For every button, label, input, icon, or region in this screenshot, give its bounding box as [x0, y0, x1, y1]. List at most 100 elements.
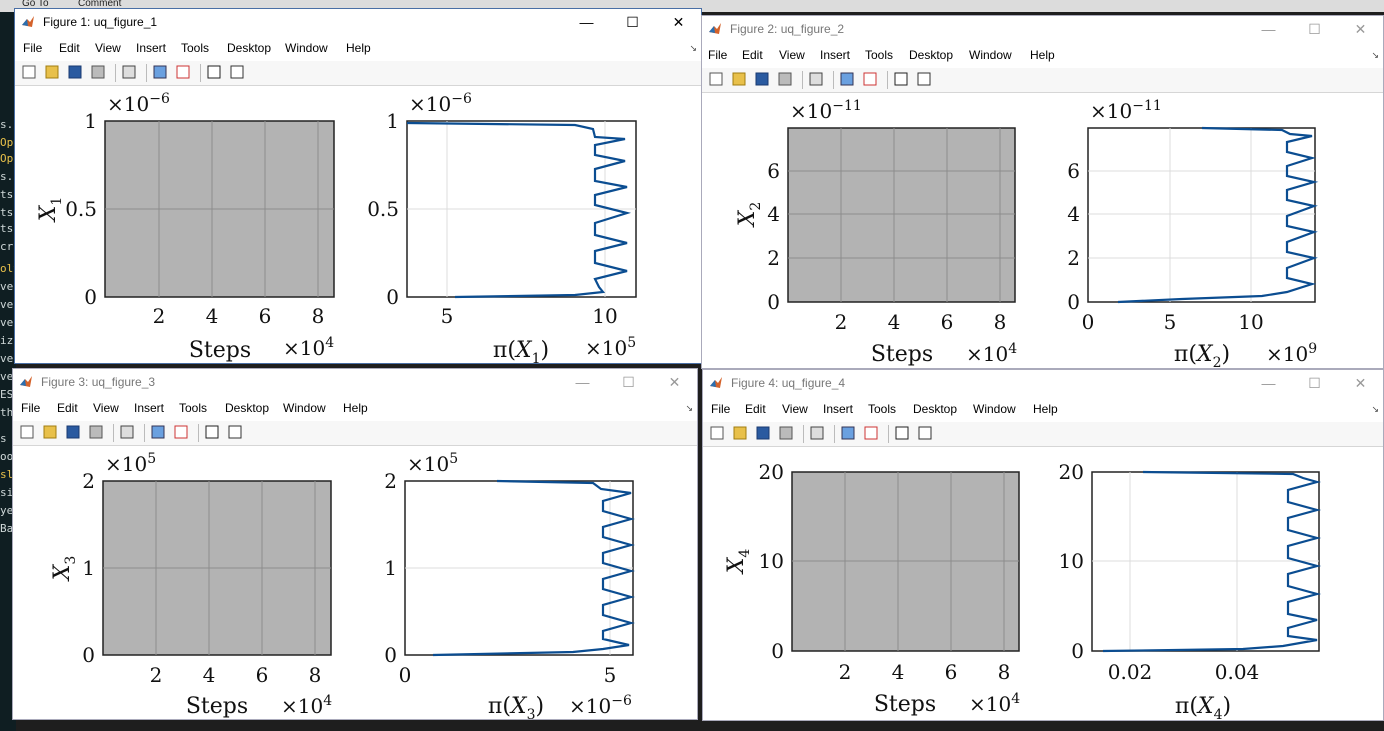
menu-tools[interactable]: Tools — [181, 41, 210, 55]
menu-help[interactable]: Help — [1033, 402, 1058, 416]
save-icon[interactable] — [754, 71, 770, 87]
close-button[interactable]: ✕ — [672, 14, 685, 30]
minimize-button[interactable]: — — [1261, 375, 1276, 391]
link-plot-icon[interactable] — [808, 71, 824, 87]
open-file-icon[interactable] — [732, 425, 748, 441]
trace-ylabel: X3 — [50, 556, 79, 583]
menu-view[interactable]: View — [779, 48, 805, 62]
legend-icon[interactable] — [863, 425, 879, 441]
maximize-button[interactable]: ☐ — [622, 374, 635, 390]
menu-window[interactable]: Window — [285, 41, 328, 55]
colorbar-icon[interactable] — [839, 71, 855, 87]
dock-arrow-icon[interactable]: ↘ — [689, 43, 697, 53]
toolbar-separator — [115, 64, 116, 82]
dock-arrow-icon[interactable]: ↘ — [1371, 50, 1379, 60]
menu-edit[interactable]: Edit — [59, 41, 80, 55]
link-plot-icon[interactable] — [119, 424, 135, 440]
menu-tools[interactable]: Tools — [868, 402, 897, 416]
menu-window[interactable]: Window — [969, 48, 1012, 62]
figure-window-1[interactable]: Figure 1: uq_figure_1 — ☐ ✕ File Edit Vi… — [14, 8, 702, 364]
title-bar[interactable]: Figure 3: uq_figure_3 — ☐ ✕ — [13, 369, 697, 395]
new-figure-icon[interactable] — [708, 71, 724, 87]
menu-insert[interactable]: Insert — [820, 48, 851, 62]
save-icon[interactable] — [755, 425, 771, 441]
trace-x-exponent: ×104 — [283, 335, 334, 360]
figure-window-4[interactable]: Figure 4: uq_figure_4 — ☐ ✕ File Edit Vi… — [702, 369, 1384, 721]
close-button[interactable]: ✕ — [1354, 375, 1367, 391]
menu-help[interactable]: Help — [1030, 48, 1055, 62]
menu-tools[interactable]: Tools — [179, 401, 208, 415]
menu-desktop[interactable]: Desktop — [909, 48, 954, 62]
property-inspector-icon[interactable] — [227, 424, 243, 440]
title-bar[interactable]: Figure 1: uq_figure_1 — ☐ ✕ — [15, 9, 701, 35]
colorbar-icon[interactable] — [152, 64, 168, 80]
maximize-button[interactable]: ☐ — [626, 14, 639, 30]
pointer-icon[interactable] — [894, 425, 910, 441]
maximize-button[interactable]: ☐ — [1308, 375, 1321, 391]
open-file-icon[interactable] — [731, 71, 747, 87]
pointer-icon[interactable] — [893, 71, 909, 87]
menu-tools[interactable]: Tools — [865, 48, 894, 62]
minimize-button[interactable]: — — [1261, 21, 1276, 37]
menu-window[interactable]: Window — [973, 402, 1016, 416]
menu-file[interactable]: File — [23, 41, 43, 55]
menu-view[interactable]: View — [95, 41, 121, 55]
print-icon[interactable] — [88, 424, 104, 440]
save-icon[interactable] — [67, 64, 83, 80]
new-figure-icon[interactable] — [19, 424, 35, 440]
legend-icon[interactable] — [862, 71, 878, 87]
close-button[interactable]: ✕ — [668, 374, 681, 390]
legend-icon[interactable] — [173, 424, 189, 440]
close-button[interactable]: ✕ — [1354, 21, 1367, 37]
hist-xtick: 0 — [399, 663, 412, 687]
trace-ytick: 6 — [767, 159, 780, 183]
new-figure-icon[interactable] — [709, 425, 725, 441]
menu-insert[interactable]: Insert — [134, 401, 165, 415]
pointer-icon[interactable] — [204, 424, 220, 440]
title-bar[interactable]: Figure 2: uq_figure_2 — ☐ ✕ — [702, 16, 1383, 42]
background-code-line: sl — [0, 468, 14, 480]
menu-edit[interactable]: Edit — [57, 401, 78, 415]
print-icon[interactable] — [90, 64, 106, 80]
print-icon[interactable] — [778, 425, 794, 441]
menu-file[interactable]: File — [708, 48, 728, 62]
colorbar-icon[interactable] — [150, 424, 166, 440]
background-code-line: ve — [0, 370, 14, 382]
print-icon[interactable] — [777, 71, 793, 87]
menu-view[interactable]: View — [93, 401, 119, 415]
menu-edit[interactable]: Edit — [742, 48, 763, 62]
menu-file[interactable]: File — [21, 401, 41, 415]
dock-arrow-icon[interactable]: ↘ — [1371, 404, 1379, 414]
menu-desktop[interactable]: Desktop — [227, 41, 272, 55]
property-inspector-icon[interactable] — [916, 71, 932, 87]
menu-help[interactable]: Help — [346, 41, 371, 55]
colorbar-icon[interactable] — [840, 425, 856, 441]
maximize-button[interactable]: ☐ — [1308, 21, 1321, 37]
menu-edit[interactable]: Edit — [745, 402, 766, 416]
dock-arrow-icon[interactable]: ↘ — [685, 403, 693, 413]
menu-insert[interactable]: Insert — [136, 41, 167, 55]
figure-window-3[interactable]: Figure 3: uq_figure_3 — ☐ ✕ File Edit Vi… — [12, 368, 698, 720]
pointer-icon[interactable] — [206, 64, 222, 80]
new-figure-icon[interactable] — [21, 64, 37, 80]
menu-window[interactable]: Window — [283, 401, 326, 415]
menu-insert[interactable]: Insert — [823, 402, 854, 416]
minimize-button[interactable]: — — [575, 374, 590, 390]
menu-file[interactable]: File — [711, 402, 731, 416]
menu-desktop[interactable]: Desktop — [225, 401, 270, 415]
open-file-icon[interactable] — [44, 64, 60, 80]
link-plot-icon[interactable] — [809, 425, 825, 441]
open-file-icon[interactable] — [42, 424, 58, 440]
legend-icon[interactable] — [175, 64, 191, 80]
menu-help[interactable]: Help — [343, 401, 368, 415]
minimize-button[interactable]: — — [579, 14, 594, 30]
property-inspector-icon[interactable] — [229, 64, 245, 80]
link-plot-icon[interactable] — [121, 64, 137, 80]
menu-desktop[interactable]: Desktop — [913, 402, 958, 416]
title-bar[interactable]: Figure 4: uq_figure_4 — ☐ ✕ — [703, 370, 1383, 396]
trace-grid — [788, 128, 1015, 302]
property-inspector-icon[interactable] — [917, 425, 933, 441]
menu-view[interactable]: View — [782, 402, 808, 416]
figure-window-2[interactable]: Figure 2: uq_figure_2 — ☐ ✕ File Edit Vi… — [701, 15, 1384, 369]
save-icon[interactable] — [65, 424, 81, 440]
